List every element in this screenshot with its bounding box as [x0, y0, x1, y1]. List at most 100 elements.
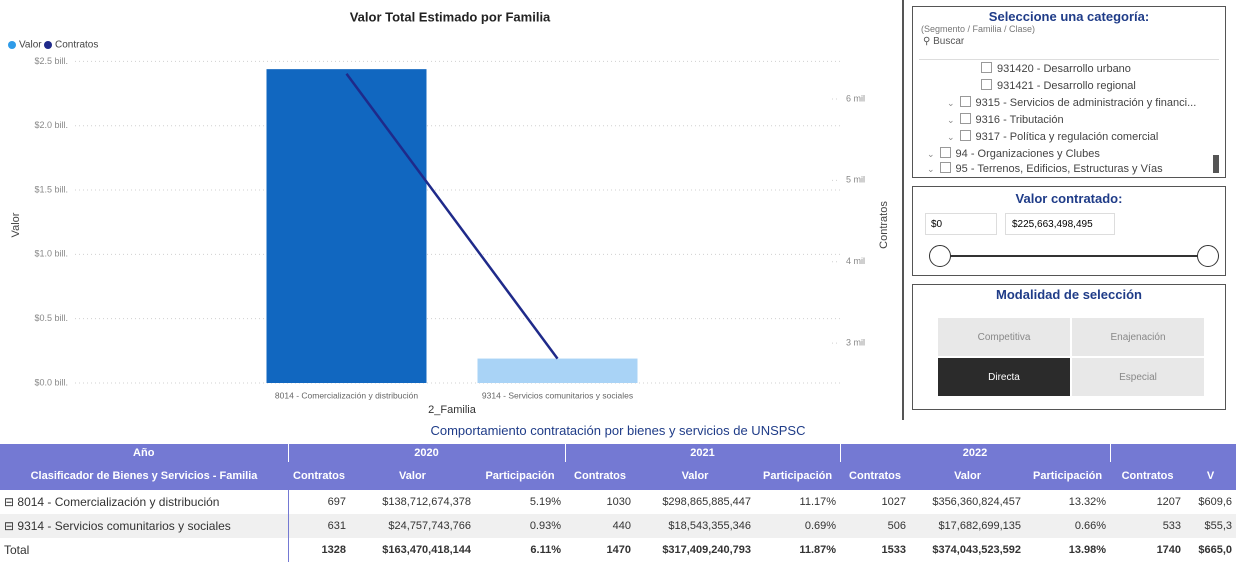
column-header[interactable]: Valor	[350, 462, 475, 490]
option-button[interactable]: Competitiva	[938, 318, 1070, 356]
cell: 1328	[321, 544, 346, 556]
cell: 533	[1162, 520, 1182, 532]
column-row: Clasificador de Bienes y Servicios - Fam…	[0, 462, 1236, 490]
y-tick-label: $2.0 bill.	[34, 120, 68, 130]
separator	[919, 59, 1219, 60]
legend-label: Contratos	[55, 40, 98, 51]
line	[345, 72, 559, 360]
slicer-title: Seleccione una categoría:	[988, 9, 1150, 24]
slicer-item[interactable]: 931420 - Desarrollo urbano	[981, 62, 1131, 75]
option-button[interactable]: Especial	[1072, 358, 1204, 396]
column-header[interactable]: Participación	[755, 462, 841, 490]
search[interactable]: ⚲ Buscar	[923, 36, 965, 47]
column-header[interactable]: Valor	[910, 462, 1026, 490]
slider-handle[interactable]	[929, 245, 951, 267]
cell: $17,682,699,135	[938, 520, 1022, 532]
column-header[interactable]: Contratos	[1110, 462, 1186, 490]
row-label: ⊟ 8014 - Comercialización y distribución	[0, 490, 289, 514]
cell: 506	[887, 520, 907, 532]
cell: 697	[327, 496, 346, 508]
option-button-selected[interactable]: Directa	[938, 358, 1070, 396]
cell: $665,0	[1198, 544, 1233, 556]
bar	[477, 358, 638, 383]
cell: $18,543,355,346	[668, 520, 752, 532]
slicer-item[interactable]: ⌄ 9315 - Servicios de administración y fi…	[947, 96, 1197, 109]
x-tick-label: 9314 - Servicios comunitarios y sociales	[482, 390, 633, 400]
cell: 6.11%	[530, 544, 562, 556]
min-value: $0	[931, 219, 943, 230]
year-cell: 2021	[564, 444, 841, 462]
column-header[interactable]: Contratos	[565, 462, 636, 490]
cell: 1030	[606, 496, 632, 508]
y2-tick-label: 3 mil	[846, 337, 865, 347]
column-header[interactable]: V	[1185, 462, 1236, 490]
slicer-item[interactable]: ⌄ 94 - Organizaciones y Clubes	[927, 147, 1100, 160]
x-axis-title: 2_Familia	[428, 404, 477, 416]
y-axis-title: Valor	[10, 212, 22, 237]
max-input[interactable]: $225,663,498,495	[1005, 213, 1115, 235]
bar	[266, 69, 427, 383]
column-header[interactable]: Participación	[1025, 462, 1111, 490]
cell: 11.87%	[799, 544, 837, 556]
data-row: ⊟ 9314 - Servicios comunitarios y social…	[0, 514, 1236, 538]
slider-handle[interactable]	[1197, 245, 1219, 267]
row-label: ⊟ 9314 - Servicios comunitarios y social…	[0, 514, 289, 538]
cell: $24,757,743,766	[388, 520, 471, 532]
slicer-item[interactable]: ⌄ 9317 - Política y regulación comercial	[947, 130, 1159, 143]
cell: 0.66%	[1074, 520, 1107, 532]
item-label: 9317 - Política y regulación comercial	[975, 131, 1159, 143]
slicer-item[interactable]: ⌄ 95 - Terrenos, Edificios, Estructuras y…	[927, 162, 1163, 175]
cell: 13.98%	[1068, 544, 1107, 556]
column-header[interactable]: Contratos	[288, 462, 350, 490]
x-tick-label: 8014 - Comercialización y distribución	[275, 390, 418, 400]
year-cell: 2022	[839, 444, 1111, 462]
chart-title: Valor Total Estimado por Familia	[350, 9, 551, 24]
slicer-item[interactable]: ⌄ 9316 - Tributación	[947, 113, 1064, 126]
legend-label: Valor	[19, 40, 42, 51]
cell: 1533	[881, 544, 907, 556]
total-row: Total 1328 $163,470,418,144 6.11% 1470 $317,4…	[0, 538, 1236, 562]
cell: 11.17%	[799, 496, 837, 508]
cell: 1027	[881, 496, 907, 508]
table-title: Comportamiento contratación por bienes y…	[430, 423, 806, 438]
column-header[interactable]: Valor	[635, 462, 756, 490]
y-tick-label: $0.5 bill.	[34, 313, 68, 323]
cell: 5.19%	[529, 496, 562, 508]
mode-slicer: Modalidad de selección Competitiva Enaje…	[912, 284, 1226, 410]
option-button[interactable]: Enajenación	[1072, 318, 1204, 356]
cell: $374,043,523,592	[932, 544, 1022, 556]
column-header[interactable]: Participación	[475, 462, 566, 490]
column-header[interactable]: Clasificador de Bienes y Servicios - Fam…	[0, 462, 288, 490]
item-label: 931421 - Desarrollo regional	[997, 80, 1136, 92]
cell: 1470	[606, 544, 632, 556]
slicer-subtitle: (Segmento / Familia / Clase)	[921, 24, 1036, 34]
legend-marker	[8, 41, 16, 49]
category-slicer: Seleccione una categoría: (Segmento / Fa…	[912, 6, 1226, 178]
search-label: Buscar	[933, 36, 965, 47]
y2-axis-title: Contratos	[878, 201, 890, 249]
cell: 0.69%	[804, 520, 837, 532]
y2-tick-label: 5 mil	[846, 175, 865, 185]
column-header[interactable]: Contratos	[840, 462, 911, 490]
slicer-item[interactable]: 931421 - Desarrollo regional	[981, 79, 1136, 92]
y2-tick-label: 6 mil	[846, 93, 865, 103]
scrollbar[interactable]	[1213, 155, 1219, 173]
slicer-title: Valor contratado:	[1015, 191, 1123, 206]
y2-tick-label: 4 mil	[846, 256, 865, 266]
y-tick-label: $1.0 bill.	[34, 249, 68, 259]
y-tick-label: $0.0 bill.	[34, 377, 68, 387]
data-table: Año 2020 2021 2022 Clasificador de Bienes y …	[0, 444, 1236, 562]
y-tick-label: $2.5 bill.	[34, 56, 68, 66]
cell: $298,865,885,447	[662, 496, 752, 508]
cell: $609,6	[1198, 496, 1233, 508]
legend-marker	[44, 41, 52, 49]
cell: 1740	[1156, 544, 1182, 556]
min-input[interactable]: $0	[925, 213, 997, 235]
cell: 13.32%	[1068, 496, 1107, 508]
cell: $317,409,240,793	[662, 544, 752, 556]
header-row: Año 2020 2021 2022	[0, 444, 1236, 462]
cell: 440	[612, 520, 632, 532]
year-header: Año	[0, 444, 288, 462]
data-row: ⊟ 8014 - Comercialización y distribución…	[0, 490, 1236, 514]
